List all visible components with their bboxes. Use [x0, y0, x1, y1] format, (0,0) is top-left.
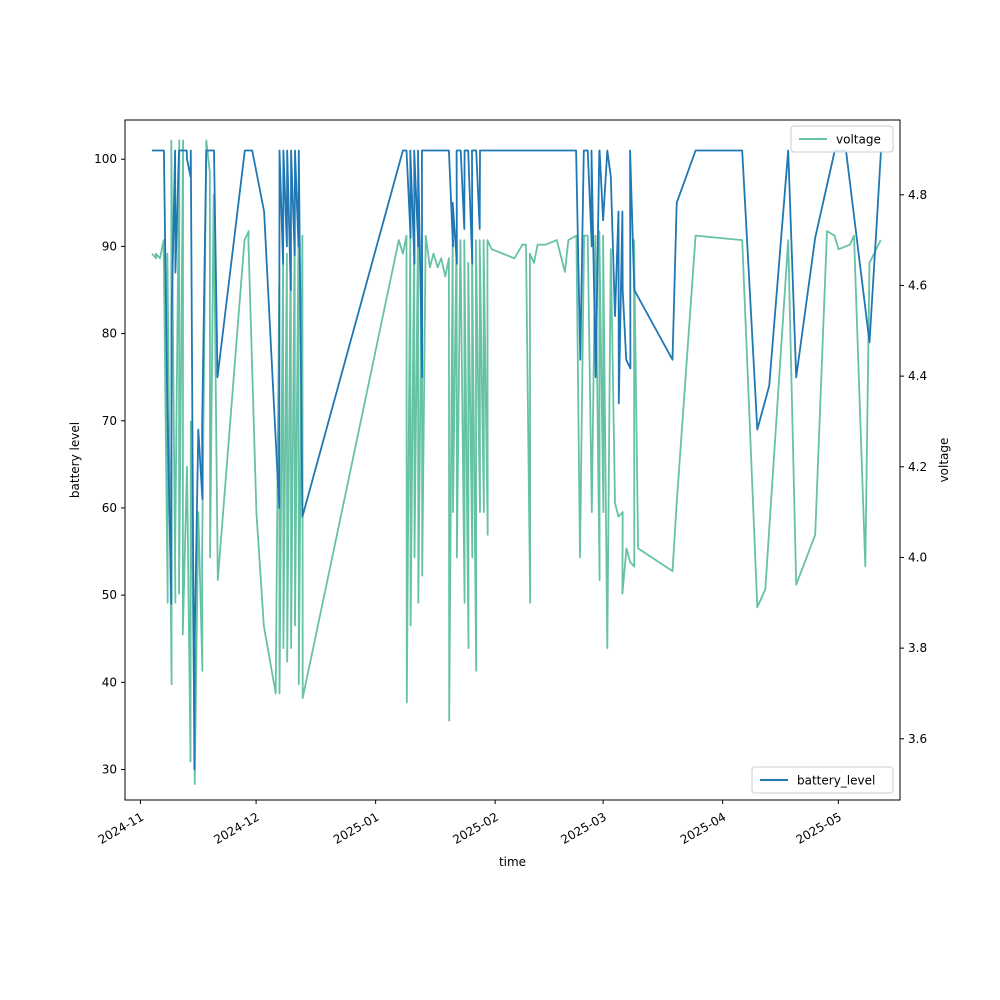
legend-label-battery-level: battery_level: [797, 774, 875, 788]
y-right-tick-label: 4.6: [908, 278, 927, 292]
y-left-tick-label: 90: [102, 239, 117, 253]
y-left-tick-label: 80: [102, 327, 117, 341]
y-right-tick-label: 4.0: [908, 550, 927, 564]
y-left-tick-label: 30: [102, 762, 117, 776]
y-left-tick-label: 100: [94, 152, 117, 166]
y-right-tick-label: 3.6: [908, 732, 927, 746]
legend-box: [790, 125, 894, 153]
y-left-tick-label: 40: [102, 675, 117, 689]
legend-box: [751, 766, 894, 794]
y-right-tick-label: 3.8: [908, 641, 927, 655]
series-line-battery-level: [152, 149, 882, 771]
y-left-tick-label: 50: [102, 588, 117, 602]
y-right-tick-label: 4.2: [908, 460, 927, 474]
y-axis-left-label: battery level: [68, 422, 82, 498]
plot-area: [151, 139, 882, 785]
legend-battery-level: battery_level: [751, 766, 894, 794]
legend-voltage: voltage: [790, 125, 894, 153]
y-right-tick-label: 4.4: [908, 369, 927, 383]
axes-frame: [124, 119, 901, 801]
y-right-tick-label: 4.8: [908, 188, 927, 202]
x-axis-label: time: [499, 855, 526, 869]
y-left-tick-label: 60: [102, 501, 117, 515]
legend-label-voltage: voltage: [836, 133, 881, 147]
y-left-tick-label: 70: [102, 414, 117, 428]
y-axis-right-label: voltage: [937, 438, 951, 483]
